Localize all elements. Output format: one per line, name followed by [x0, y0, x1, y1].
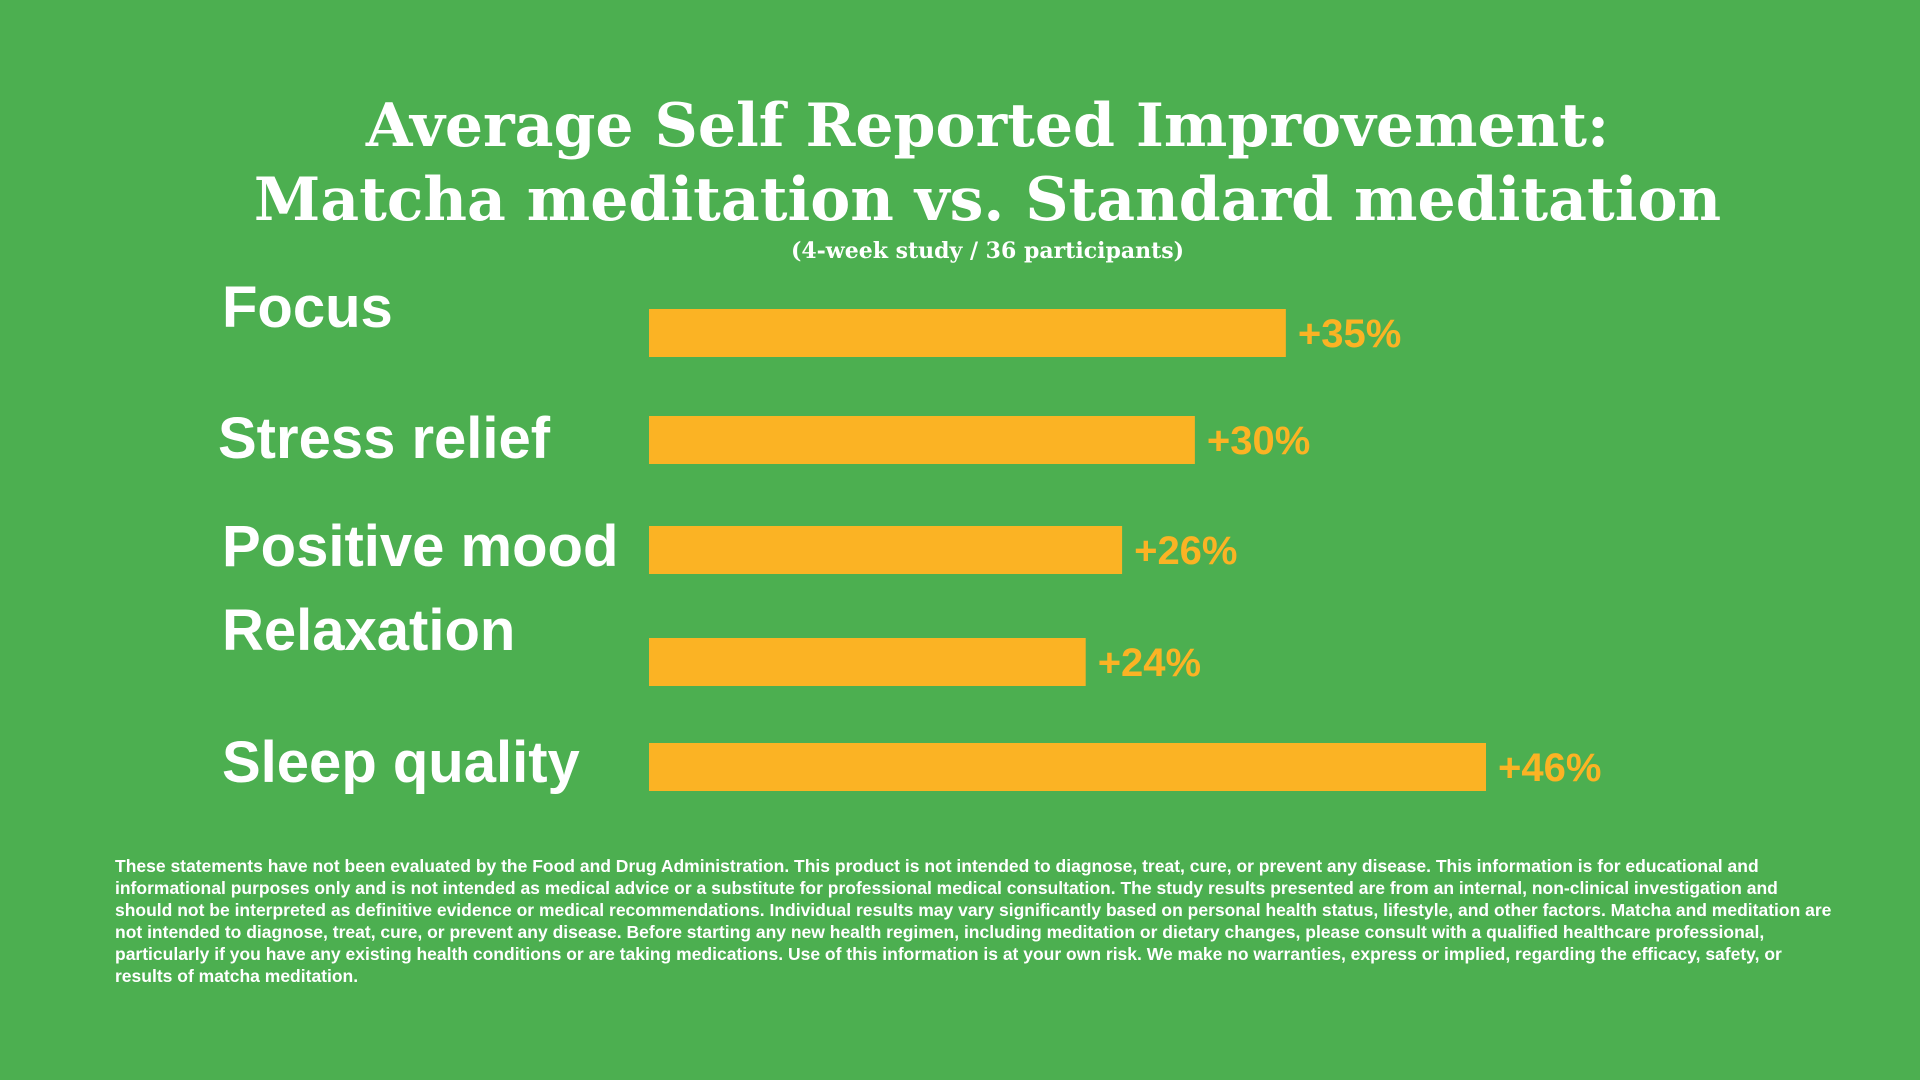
chart-subtitle: (4-week study / 36 participants) [790, 238, 1185, 264]
value-label-sleep-quality: +46% [1498, 746, 1601, 790]
bar-positive-mood [649, 526, 1123, 574]
chart-title-line-1: Average Self Reported Improvement: [365, 91, 1610, 161]
value-label-stress-relief: +30% [1207, 419, 1310, 463]
category-label-positive-mood: Positive mood [222, 514, 618, 579]
category-label-stress-relief: Stress relief [218, 406, 551, 471]
category-label-sleep-quality: Sleep quality [222, 730, 580, 795]
bar-stress-relief [649, 416, 1195, 464]
disclaimer-text: These statements have not been evaluated… [115, 856, 1832, 986]
bar-focus [649, 309, 1286, 357]
value-label-focus: +35% [1298, 312, 1401, 356]
value-label-relaxation: +24% [1098, 641, 1201, 685]
value-label-positive-mood: +26% [1134, 529, 1237, 573]
bar-sleep-quality [649, 743, 1486, 791]
category-label-focus: Focus [222, 275, 393, 340]
category-label-relaxation: Relaxation [222, 598, 515, 663]
chart-title-line-2: Matcha meditation vs. Standard meditatio… [253, 165, 1722, 235]
bar-relaxation [649, 638, 1086, 686]
